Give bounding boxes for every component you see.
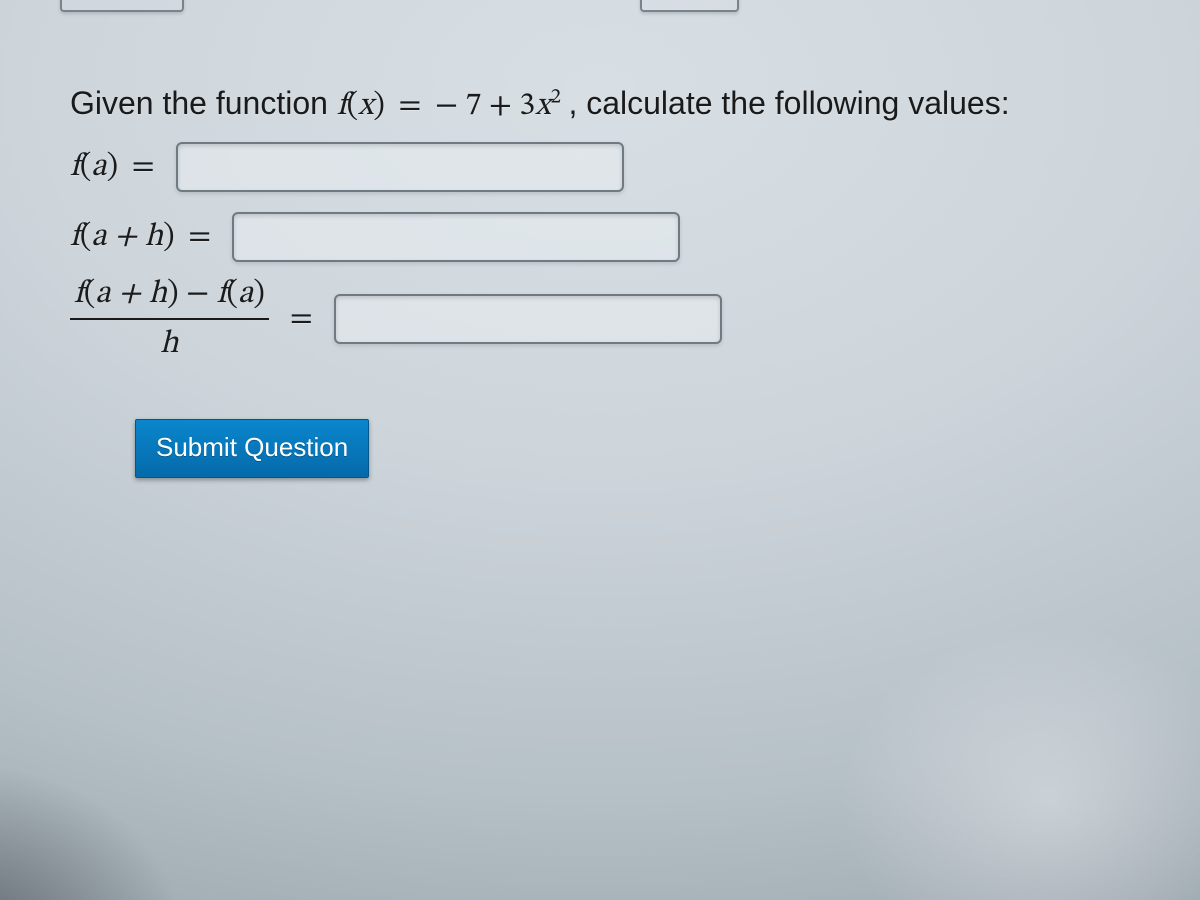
r3-eq: = xyxy=(290,303,313,335)
r3-num-f1: f xyxy=(74,278,84,310)
prompt-rhs-var: x xyxy=(535,90,550,122)
prompt-rhs-exp: 2 xyxy=(551,86,561,107)
r1-eq: = xyxy=(132,151,155,183)
prompt-open-paren: ( xyxy=(347,90,358,122)
prompt-text-pre: Given the function xyxy=(70,85,337,121)
r3-num-o2: ( xyxy=(227,278,238,310)
answer-input-fah[interactable] xyxy=(232,212,680,262)
prompt-text-post: , calculate the following values: xyxy=(568,85,1009,121)
answer-input-fa[interactable] xyxy=(176,142,624,192)
r3-den: h xyxy=(156,324,182,364)
row-fa: f(a) = xyxy=(70,142,1140,192)
r2-eq: = xyxy=(188,221,211,253)
r2-arg: a + h xyxy=(91,221,163,253)
r1-arg: a xyxy=(91,151,106,183)
r2-close: ) xyxy=(163,221,174,253)
r1-f: f xyxy=(70,151,80,183)
prompt-rhs-lead: − 7 + 3 xyxy=(435,90,535,122)
row-diffquot: f(a + h) − f(a) h = xyxy=(70,274,1140,364)
r3-num-a2: a xyxy=(238,278,253,310)
r3-num-a1: a + h xyxy=(95,278,167,310)
photo-flare xyxy=(750,550,1200,900)
row-fah: f(a + h) = xyxy=(70,212,1140,262)
fraction-bar xyxy=(70,318,269,320)
photo-shadow xyxy=(0,640,300,900)
question-prompt: Given the function f(x) = − 7 + 3x2 , ca… xyxy=(70,85,1140,122)
r3-num-o1: ( xyxy=(84,278,95,310)
r1-close: ) xyxy=(107,151,118,183)
answer-input-diffquot[interactable] xyxy=(334,294,722,344)
prompt-fn-f: f xyxy=(337,90,347,122)
r1-open: ( xyxy=(80,151,91,183)
r2-open: ( xyxy=(80,221,91,253)
submit-button[interactable]: Submit Question xyxy=(135,419,369,478)
prompt-equals: = xyxy=(391,90,429,122)
prompt-close-paren: ) xyxy=(373,90,384,122)
r3-num-c2: ) xyxy=(253,278,264,310)
difference-quotient-label: f(a + h) − f(a) h xyxy=(70,274,269,364)
r3-num-f2: f xyxy=(217,278,227,310)
question-body: Given the function f(x) = − 7 + 3x2 , ca… xyxy=(70,85,1140,478)
r3-minus: − xyxy=(179,278,217,310)
cropped-field-fragment-right xyxy=(640,0,739,12)
cropped-field-fragment-left xyxy=(60,0,184,12)
prompt-var-x: x xyxy=(358,90,373,122)
r3-num-c1: ) xyxy=(167,278,178,310)
r2-f: f xyxy=(70,221,80,253)
